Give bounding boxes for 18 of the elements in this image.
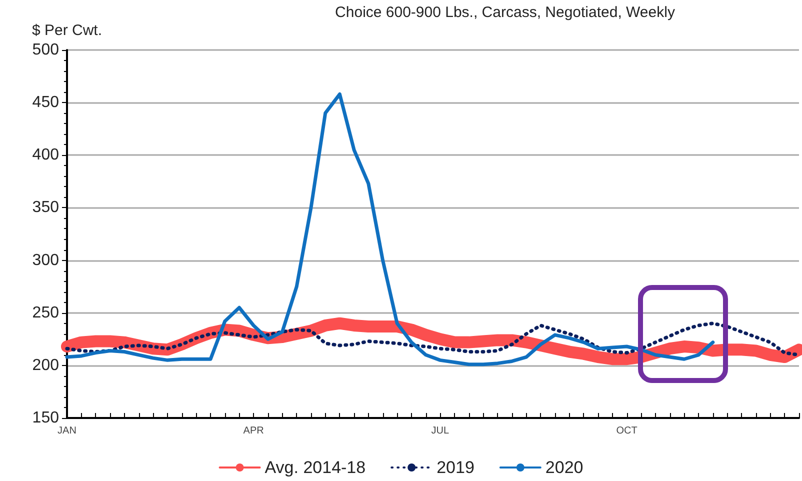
y-axis-title: $ Per Cwt. bbox=[32, 22, 102, 39]
y-tick-label: 200 bbox=[32, 356, 60, 374]
line-series bbox=[65, 92, 715, 366]
chart-title: Choice 600-900 Lbs., Carcass, Negotiated, Weekly bbox=[335, 4, 676, 21]
y-tick-label: 350 bbox=[32, 199, 60, 216]
x-tick-label: JUL bbox=[431, 426, 450, 436]
x-tick-label: JAN bbox=[58, 426, 76, 436]
x-tick-label: OCT bbox=[616, 426, 638, 436]
y-tick-label: 450 bbox=[32, 94, 60, 112]
y-tick-label: 300 bbox=[32, 252, 60, 269]
y-tick-label: 250 bbox=[32, 304, 60, 322]
legend-label: 2019 bbox=[436, 458, 474, 477]
x-tick-label: APR bbox=[243, 426, 264, 436]
legend-label: 2020 bbox=[545, 458, 584, 477]
y-tick-label: 500 bbox=[32, 42, 60, 58]
y-tick-label: 400 bbox=[32, 146, 60, 164]
legend-label: Avg. 2014-18 bbox=[264, 458, 366, 477]
y-tick-label: 150 bbox=[32, 410, 60, 426]
